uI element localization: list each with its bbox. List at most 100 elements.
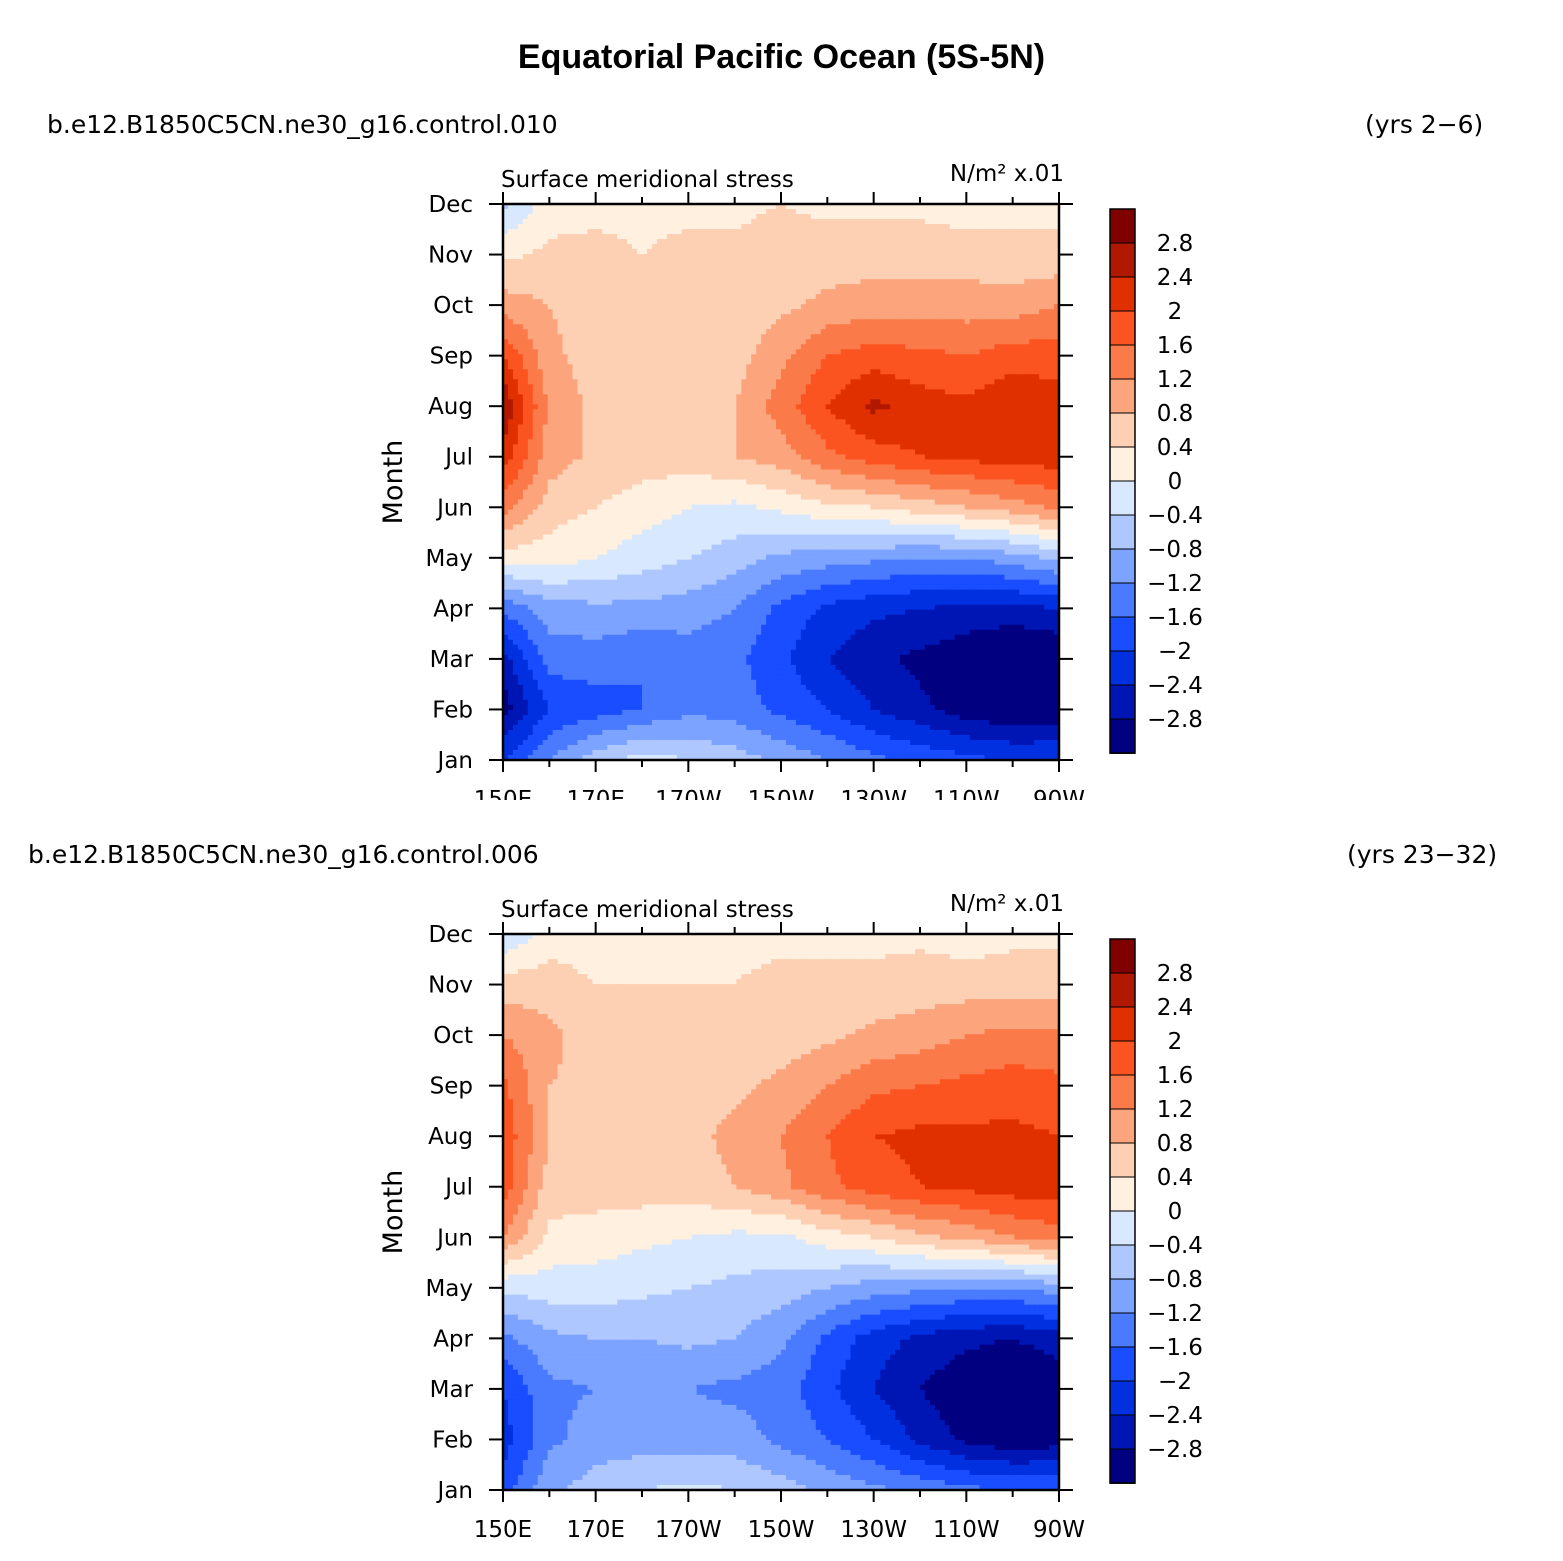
heatmap-cell	[597, 364, 603, 370]
heatmap-cell	[726, 254, 732, 260]
heatmap-cell	[622, 264, 628, 270]
heatmap-cell	[974, 239, 981, 245]
heatmap-cell	[1049, 329, 1055, 335]
heatmap-cell	[716, 289, 723, 295]
heatmap-cell	[751, 329, 757, 335]
heatmap-cell	[989, 389, 996, 395]
heatmap-cell	[1029, 304, 1035, 310]
heatmap-cell	[1049, 414, 1055, 420]
heatmap-cell	[845, 409, 852, 415]
heatmap-cell	[875, 409, 881, 415]
heatmap-cell	[686, 404, 693, 410]
heatmap-cell	[661, 209, 668, 215]
heatmap-cell	[964, 204, 971, 210]
heatmap-cell	[637, 219, 643, 225]
heatmap-cell	[969, 219, 976, 225]
heatmap-cell	[890, 224, 896, 230]
heatmap-cell	[924, 419, 931, 425]
heatmap-cell	[617, 359, 623, 365]
heatmap-cell	[651, 309, 658, 315]
heatmap-cell	[860, 319, 866, 325]
heatmap-cell	[741, 289, 747, 295]
heatmap-cell	[547, 384, 554, 390]
heatmap-cell	[790, 414, 797, 420]
heatmap-cell	[651, 289, 658, 295]
heatmap-cell	[771, 319, 777, 325]
heatmap-cell	[741, 214, 747, 220]
heatmap-cell	[999, 389, 1005, 395]
heatmap-cell	[547, 264, 554, 270]
heatmap-cell	[776, 309, 782, 315]
heatmap-cell	[984, 369, 991, 375]
heatmap-cell	[582, 279, 588, 285]
heatmap-cell	[507, 329, 514, 335]
heatmap-cell	[1039, 224, 1045, 230]
heatmap-cell	[577, 404, 584, 410]
heatmap-cell	[860, 329, 866, 335]
heatmap-cell	[969, 304, 976, 310]
heatmap-cell	[512, 404, 519, 410]
heatmap-cell	[532, 314, 539, 320]
heatmap-cell	[776, 379, 782, 385]
heatmap-cell	[557, 249, 564, 255]
heatmap-cell	[746, 399, 752, 405]
heatmap-cell	[875, 304, 881, 310]
heatmap-cell	[989, 219, 996, 225]
heatmap-cell	[954, 344, 961, 350]
heatmap-cell	[781, 289, 787, 295]
heatmap-cell	[1004, 419, 1010, 425]
heatmap-cell	[845, 289, 852, 295]
heatmap-cell	[905, 339, 911, 345]
heatmap-cell	[929, 414, 936, 420]
heatmap-cell	[920, 324, 926, 330]
heatmap-cell	[1009, 379, 1015, 385]
heatmap-cell	[934, 209, 941, 215]
heatmap-cell	[954, 304, 961, 310]
heatmap-cell	[1019, 349, 1025, 355]
heatmap-cell	[835, 389, 842, 395]
heatmap-cell	[557, 379, 564, 385]
heatmap-cell	[890, 419, 896, 425]
heatmap-cell	[1019, 354, 1025, 360]
heatmap-cell	[815, 349, 822, 355]
heatmap-cell	[1054, 354, 1060, 360]
heatmap-cell	[795, 424, 802, 431]
heatmap-cell	[830, 274, 837, 280]
heatmap-cell	[910, 409, 916, 415]
heatmap-cell	[949, 399, 956, 405]
heatmap-cell	[890, 234, 896, 240]
heatmap-cell	[646, 359, 653, 365]
heatmap-cell	[557, 319, 564, 325]
heatmap-cell	[781, 344, 787, 350]
heatmap-cell	[642, 349, 648, 355]
heatmap-cell	[706, 304, 713, 310]
heatmap-cell	[741, 379, 747, 385]
heatmap-cell	[934, 294, 941, 300]
heatmap-cell	[810, 224, 817, 230]
heatmap-cell	[1004, 349, 1010, 355]
heatmap-cell	[845, 294, 852, 300]
heatmap-cell	[627, 419, 633, 425]
heatmap-cell	[969, 259, 976, 265]
heatmap-cell	[845, 309, 852, 315]
heatmap-cell	[880, 334, 886, 340]
heatmap-cell	[1044, 409, 1050, 415]
heatmap-cell	[557, 204, 564, 210]
heatmap-cell	[825, 349, 832, 355]
heatmap-cell	[607, 419, 613, 425]
heatmap-cell	[776, 274, 782, 280]
heatmap-cell	[1009, 259, 1015, 265]
heatmap-cell	[825, 324, 832, 330]
heatmap-cell	[597, 259, 603, 265]
heatmap-cell	[666, 349, 673, 355]
heatmap-cell	[865, 419, 871, 425]
heatmap-cell	[562, 264, 569, 270]
heatmap-cell	[959, 369, 966, 375]
heatmap-cell	[552, 384, 559, 390]
heatmap-cell	[627, 204, 633, 210]
heatmap-cell	[691, 414, 698, 420]
heatmap-cell	[592, 219, 598, 225]
heatmap-cell	[835, 319, 842, 325]
heatmap-cell	[592, 314, 598, 320]
heatmap-cell	[622, 399, 628, 405]
